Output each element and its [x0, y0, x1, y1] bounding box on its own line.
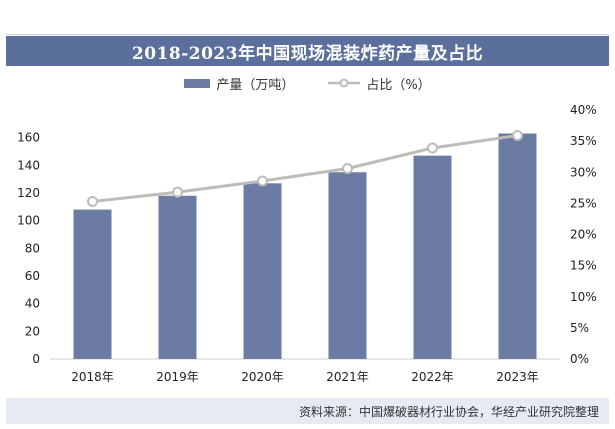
- legend-line-swatch: [328, 78, 361, 88]
- y-right-tick-label: 0%: [570, 352, 589, 366]
- x-tick-label: 2018年: [71, 370, 114, 384]
- chart-title: 2018-2023年中国现场混装炸药产量及占比: [6, 36, 609, 66]
- y-right-tick-label: 20%: [570, 228, 597, 242]
- x-tick-label: 2021年: [326, 370, 369, 384]
- y-right-tick-label: 35%: [570, 134, 597, 148]
- bar-2021年: [328, 172, 367, 359]
- legend-bar-swatch: [184, 78, 211, 88]
- bar-2018年: [73, 209, 112, 359]
- y-right-tick-label: 30%: [570, 165, 597, 179]
- title-top-rule: [6, 34, 609, 35]
- y-left-tick-label: 100: [17, 214, 40, 228]
- legend-item-bar: 产量（万吨）: [184, 74, 294, 93]
- y-right-tick-label: 15%: [570, 259, 597, 273]
- x-tick-label: 2020年: [241, 370, 284, 384]
- share-point-2022年: [427, 142, 438, 154]
- share-line: [92, 134, 518, 203]
- y-right-tick-label: 40%: [570, 103, 597, 117]
- share-point-2023年: [512, 130, 523, 142]
- y-left-tick-label: 0: [32, 352, 40, 366]
- legend-line-label: 占比（%）: [366, 77, 431, 93]
- share-point-2018年: [87, 196, 98, 208]
- legend-bar-label: 产量（万吨）: [216, 77, 295, 93]
- share-point-2021年: [342, 163, 353, 175]
- y-left-tick-label: 60: [25, 269, 40, 283]
- chart-legend: 产量（万吨） 占比（%）: [0, 72, 615, 94]
- y-right-tick-label: 25%: [570, 196, 597, 210]
- x-tick-label: 2019年: [156, 370, 199, 384]
- y-left-tick-label: 120: [17, 186, 40, 200]
- y-left-tick-label: 140: [17, 158, 40, 172]
- x-tick-label: 2023年: [496, 370, 539, 384]
- y-left-tick-label: 40: [25, 297, 40, 311]
- y-right-tick-label: 5%: [570, 321, 589, 335]
- legend-item-line: 占比（%）: [328, 74, 431, 93]
- bar-2023年: [498, 133, 537, 359]
- bar-2022年: [413, 155, 452, 359]
- bar-2020年: [243, 183, 282, 359]
- y-left-tick-label: 160: [17, 131, 40, 145]
- y-right-tick-label: 10%: [570, 290, 597, 304]
- y-left-tick-label: 20: [25, 324, 40, 338]
- x-tick-label: 2022年: [411, 370, 454, 384]
- source-note: 资料来源：中国爆破器材行业协会，华经产业研究院整理: [6, 398, 609, 424]
- share-point-2019年: [172, 186, 183, 198]
- bar-2019年: [158, 195, 197, 359]
- y-left-tick-label: 80: [25, 241, 40, 255]
- share-point-2020年: [257, 175, 268, 187]
